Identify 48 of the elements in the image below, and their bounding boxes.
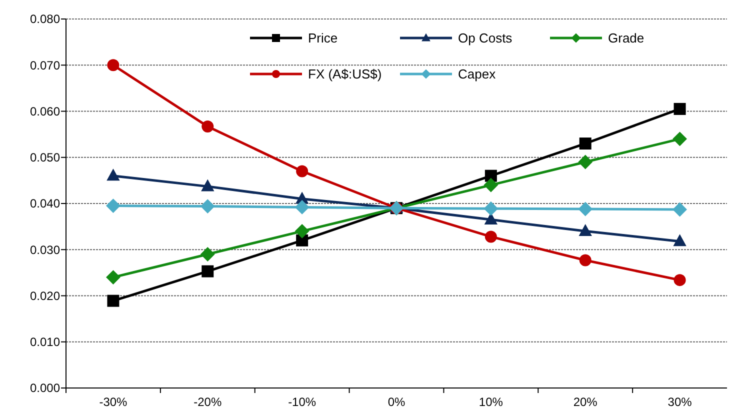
point <box>294 224 310 238</box>
point <box>296 165 308 178</box>
point <box>294 200 310 214</box>
x-tick-label: -20% <box>194 395 222 409</box>
x-tick-label: 0% <box>388 395 406 409</box>
x-tick-label: 30% <box>668 395 692 409</box>
y-tick-label: 0.050 <box>30 150 60 165</box>
point <box>484 201 498 216</box>
point <box>484 230 497 243</box>
point <box>579 138 592 150</box>
point <box>578 202 593 216</box>
point <box>200 247 215 262</box>
x-tick-label: 10% <box>478 395 504 409</box>
point <box>296 234 308 246</box>
y-tick-label: 0.070 <box>30 58 60 72</box>
point <box>107 294 120 307</box>
point <box>484 178 498 192</box>
x-tick-label: -30% <box>99 395 128 409</box>
y-tick-label: 0.010 <box>30 335 60 350</box>
y-tick-label: 0.020 <box>30 288 60 303</box>
point <box>202 120 214 132</box>
legend-label: Capex <box>458 66 496 82</box>
point <box>672 132 687 146</box>
x-tick-label: 20% <box>573 395 598 409</box>
y-tick-label: 0.030 <box>30 242 60 257</box>
x-tick-label: -10% <box>288 395 316 409</box>
legend-label: Grade <box>608 30 644 46</box>
point <box>106 270 120 284</box>
point <box>579 254 592 266</box>
y-tick-label: 0.040 <box>30 196 60 211</box>
y-tick-label: 0.000 <box>30 381 60 396</box>
point <box>672 202 687 217</box>
point <box>106 168 120 181</box>
point <box>578 154 593 170</box>
legend-label: FX (A$:US$) <box>308 66 382 82</box>
point <box>107 59 120 72</box>
legend-label: Op Costs <box>458 30 513 46</box>
point <box>578 224 592 236</box>
y-tick-label: 0.080 <box>30 12 60 26</box>
y-tick-label: 0.060 <box>30 104 60 118</box>
legend-label: Price <box>308 30 338 46</box>
point <box>674 102 686 115</box>
point <box>202 265 214 278</box>
point <box>200 199 215 214</box>
point <box>106 198 120 214</box>
point <box>673 234 686 246</box>
point <box>201 179 214 192</box>
point <box>674 274 686 286</box>
